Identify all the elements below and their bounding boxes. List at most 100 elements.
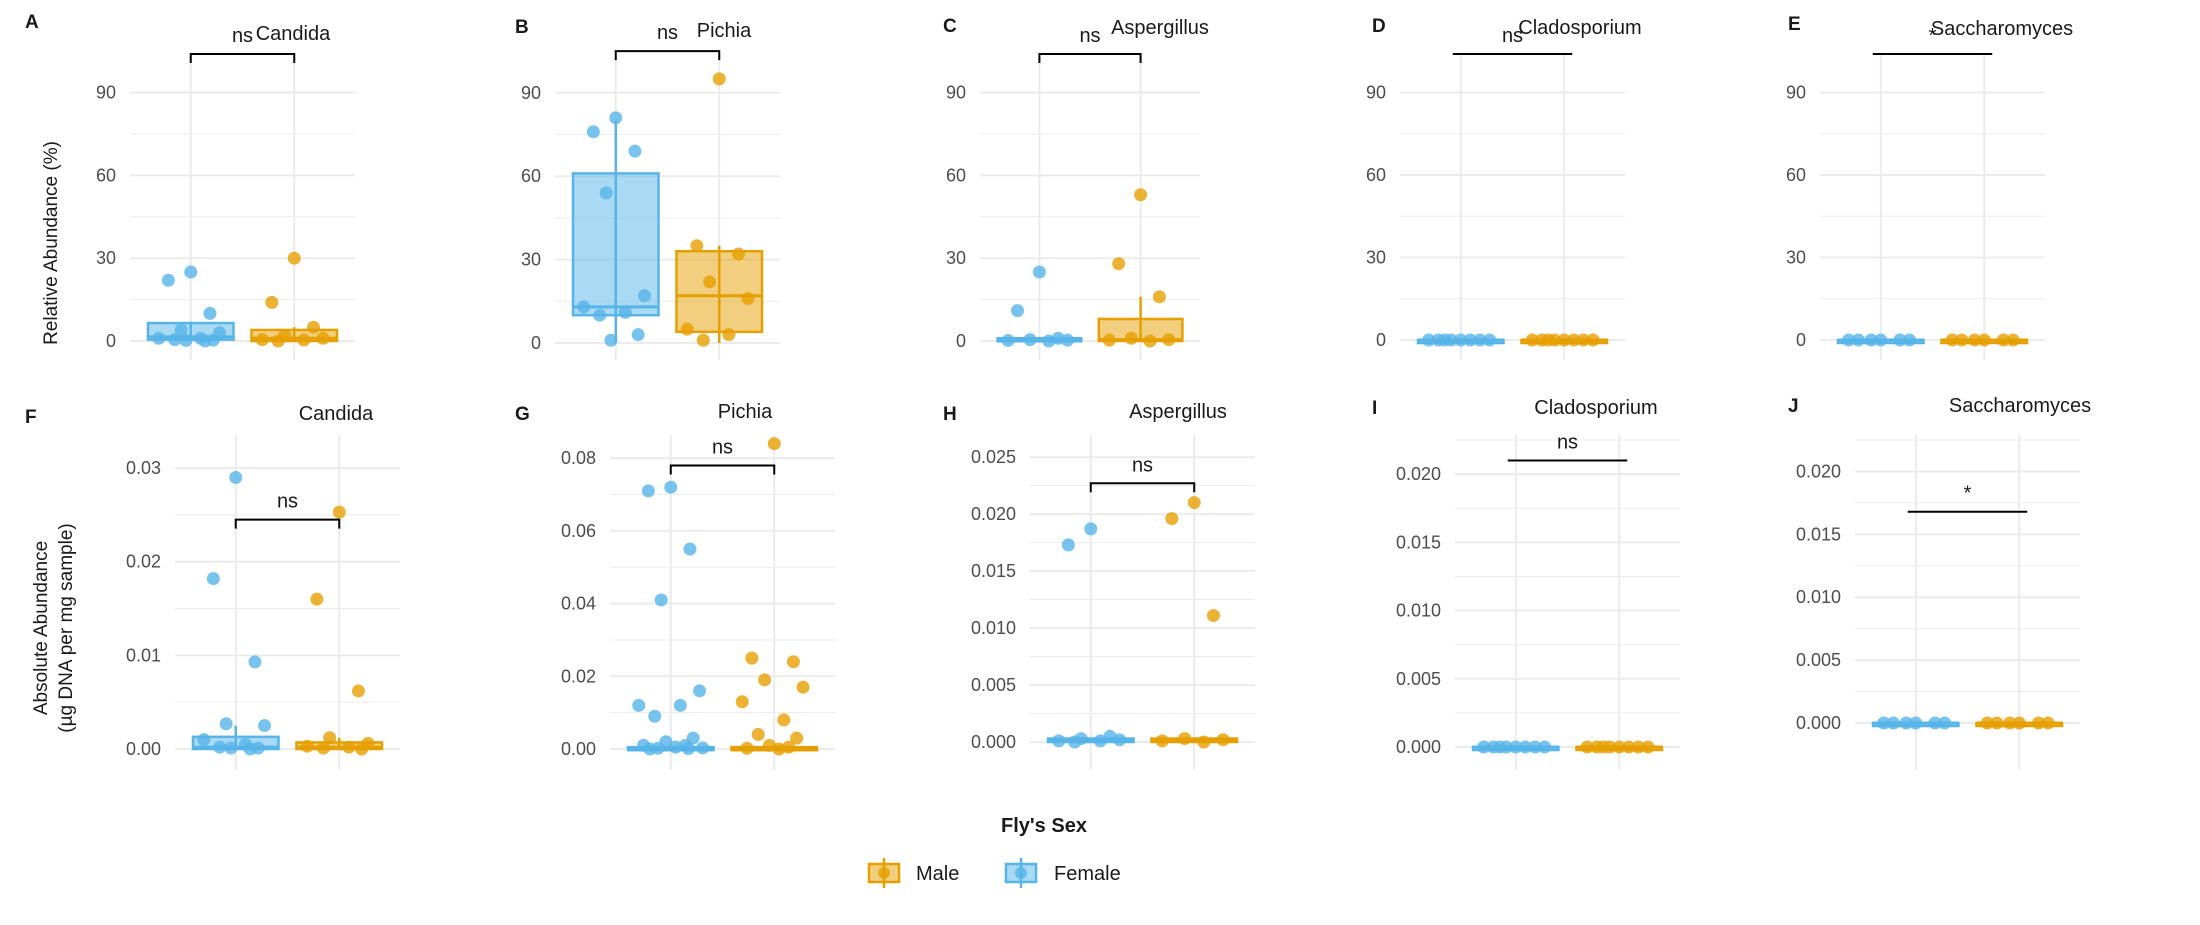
data-point xyxy=(796,680,810,694)
y-tick-label: 30 xyxy=(946,248,966,268)
significance-label: ns xyxy=(232,25,253,47)
group-female xyxy=(191,470,280,756)
y-tick-label: 0.02 xyxy=(561,666,596,686)
data-point xyxy=(1874,333,1888,347)
y-tick-label: 0 xyxy=(1796,330,1806,350)
data-point xyxy=(1463,333,1477,347)
significance-label: * xyxy=(1964,483,1972,505)
group-female xyxy=(146,265,235,348)
significance: ns xyxy=(1452,25,1573,55)
significance: * xyxy=(1907,483,2028,513)
data-point xyxy=(1134,188,1148,202)
data-point xyxy=(1909,716,1923,730)
significance: ns xyxy=(189,25,296,63)
data-point xyxy=(1538,740,1552,754)
group-female xyxy=(1471,740,1560,754)
data-point xyxy=(669,740,683,754)
data-point xyxy=(740,741,754,755)
data-point xyxy=(179,333,193,347)
data-point xyxy=(265,295,279,309)
panel-title: Candida xyxy=(256,23,331,45)
legend-label-female: Female xyxy=(1054,863,1121,885)
data-point xyxy=(1483,333,1497,347)
data-point xyxy=(777,713,791,727)
data-point xyxy=(586,125,600,139)
data-point xyxy=(782,740,796,754)
panel-title: Candida xyxy=(299,403,374,425)
group-male xyxy=(250,251,339,348)
data-point xyxy=(593,308,607,322)
data-point xyxy=(243,742,257,756)
significance-label: ns xyxy=(1132,454,1153,476)
data-point xyxy=(258,719,272,733)
panel-title: Saccharomyces xyxy=(1931,18,2073,40)
data-point xyxy=(735,695,749,709)
data-point xyxy=(643,742,657,756)
group-male xyxy=(1150,496,1239,749)
data-point xyxy=(1052,734,1066,748)
y-tick-label: 0.005 xyxy=(1396,669,1441,689)
data-point xyxy=(1518,740,1532,754)
significance: ns xyxy=(1089,454,1196,493)
panel-title: Aspergillus xyxy=(1111,17,1209,39)
y-tick-label: 0 xyxy=(531,333,541,353)
data-point xyxy=(316,741,330,755)
y-tick-label: 0.005 xyxy=(1796,650,1841,670)
data-point xyxy=(1576,333,1590,347)
data-point xyxy=(224,741,238,755)
data-point xyxy=(1023,333,1037,347)
significance-bracket xyxy=(1038,52,1142,63)
data-point xyxy=(1061,333,1075,347)
significance: ns xyxy=(614,22,721,61)
data-point xyxy=(1493,740,1507,754)
data-point xyxy=(1473,333,1487,347)
data-point xyxy=(198,334,212,348)
y-axis-label-bottom-2: (µg DNA per mg sample) xyxy=(56,523,77,732)
data-point xyxy=(641,484,655,498)
data-point xyxy=(229,470,243,484)
data-point xyxy=(1102,333,1116,347)
significance-bracket xyxy=(614,50,721,61)
panel-title: Pichia xyxy=(718,401,773,423)
y-tick-label: 90 xyxy=(521,83,541,103)
panel-e: 0 30 60 90 E Saccharomyces* xyxy=(1786,14,2073,360)
y-tick-label: 0.04 xyxy=(561,594,596,614)
y-tick-label: 0.010 xyxy=(971,618,1016,638)
data-point xyxy=(2003,716,2017,730)
data-point xyxy=(1955,333,1969,347)
data-point xyxy=(1061,538,1075,552)
y-tick-label: 0.000 xyxy=(971,732,1016,752)
group-male xyxy=(730,437,819,756)
data-point xyxy=(1155,734,1169,748)
y-axis-label-top: Relative Abundance (%) xyxy=(41,141,62,345)
data-point xyxy=(631,328,645,342)
legend-label-male: Male xyxy=(916,863,959,885)
significance-bracket xyxy=(1089,482,1196,493)
panel-g: 0.00 0.02 0.04 0.06 0.08 G Pichia ns xyxy=(515,401,835,770)
y-tick-label: 0.06 xyxy=(561,521,596,541)
data-point xyxy=(1580,740,1594,754)
data-point xyxy=(1612,740,1626,754)
data-point xyxy=(1143,334,1157,348)
data-point xyxy=(693,684,707,698)
data-point xyxy=(306,320,320,334)
panel-letter: D xyxy=(1372,16,1386,37)
group-male xyxy=(1575,740,1664,754)
panel-j: 0.000 0.005 0.010 0.015 0.020 J Saccharomyces * xyxy=(1788,395,2091,770)
y-tick-label: 90 xyxy=(1366,83,1386,103)
data-point xyxy=(255,333,269,347)
data-point xyxy=(310,592,324,606)
data-point xyxy=(1165,512,1179,526)
significance-bracket xyxy=(234,518,341,529)
y-tick-label: 0 xyxy=(956,331,966,351)
data-point xyxy=(1032,265,1046,279)
data-point xyxy=(1197,735,1211,749)
data-point xyxy=(654,593,668,607)
box xyxy=(250,328,339,343)
data-point xyxy=(342,740,356,754)
group-female xyxy=(1416,333,1505,347)
data-point xyxy=(300,739,314,753)
data-point xyxy=(332,505,346,519)
